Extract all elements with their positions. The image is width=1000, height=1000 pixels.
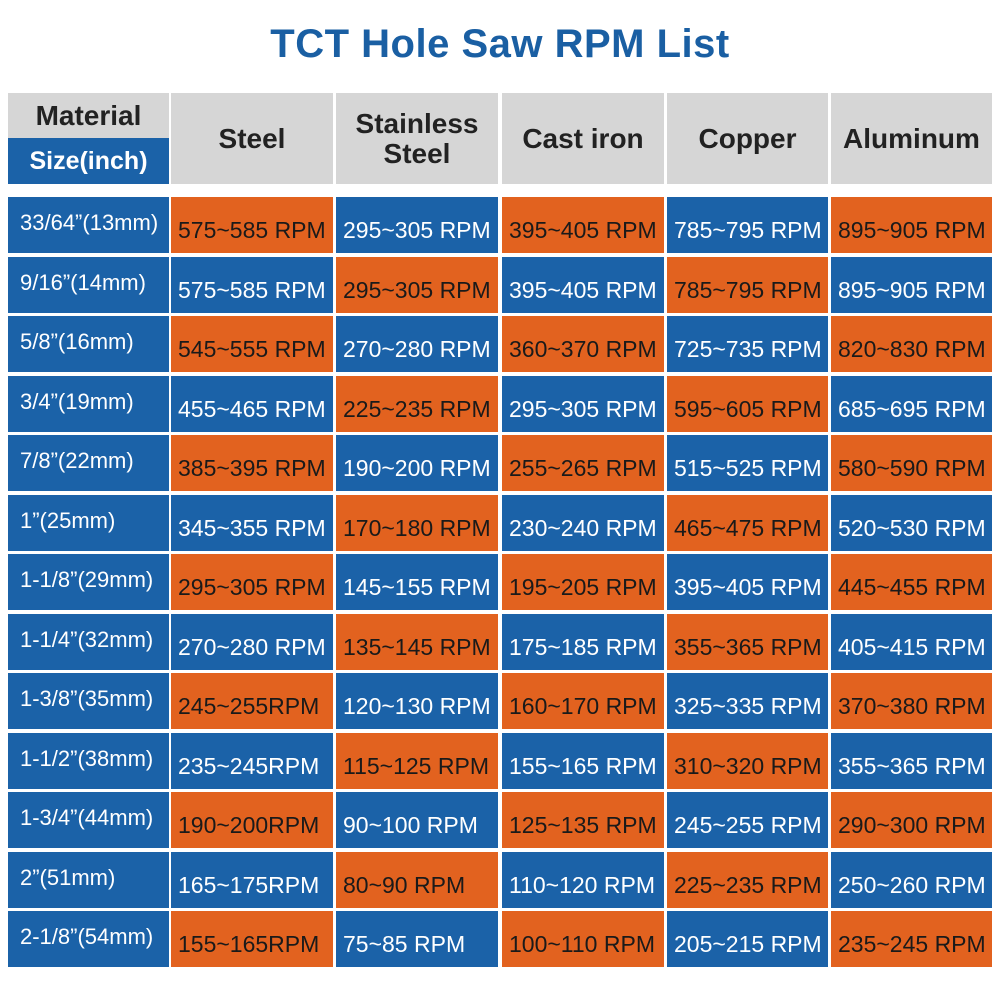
size-header: Size(inch): [8, 138, 169, 184]
column-header: Stainless Steel: [336, 93, 498, 184]
column-header-label: Aluminum: [843, 122, 980, 154]
rpm-cell: 295~305 RPM: [336, 197, 498, 253]
rpm-cell: 395~405 RPM: [502, 257, 664, 313]
column-header-label: Steel: [218, 122, 286, 154]
rpm-cell: 295~305 RPM: [171, 554, 333, 610]
rpm-cell: 100~110 RPM: [502, 911, 664, 967]
rpm-cell: 225~235 RPM: [667, 852, 828, 908]
rpm-cell: 370~380 RPM: [831, 673, 992, 729]
size-cell: 2”(51mm): [8, 852, 169, 908]
rpm-cell: 820~830 RPM: [831, 316, 992, 372]
size-cell: 3/4”(19mm): [8, 376, 169, 432]
rpm-cell: 165~175RPM: [171, 852, 333, 908]
column-header: Aluminum: [831, 93, 992, 184]
rpm-cell: 355~365 RPM: [831, 733, 992, 789]
rpm-cell: 255~265 RPM: [502, 435, 664, 491]
rpm-cell: 580~590 RPM: [831, 435, 992, 491]
material-header: Material: [8, 93, 169, 138]
size-cell: 1”(25mm): [8, 495, 169, 551]
size-cell: 1-1/8”(29mm): [8, 554, 169, 610]
rpm-cell: 75~85 RPM: [336, 911, 498, 967]
column-header: Steel: [171, 93, 333, 184]
rpm-cell: 250~260 RPM: [831, 852, 992, 908]
rpm-cell: 465~475 RPM: [667, 495, 828, 551]
rpm-cell: 545~555 RPM: [171, 316, 333, 372]
rpm-cell: 575~585 RPM: [171, 197, 333, 253]
rpm-cell: 155~165 RPM: [502, 733, 664, 789]
rpm-cell: 235~245 RPM: [831, 911, 992, 967]
rpm-cell: 725~735 RPM: [667, 316, 828, 372]
rpm-cell: 230~240 RPM: [502, 495, 664, 551]
rpm-cell: 110~120 RPM: [502, 852, 664, 908]
rpm-cell: 520~530 RPM: [831, 495, 992, 551]
rpm-cell: 785~795 RPM: [667, 197, 828, 253]
rpm-cell: 115~125 RPM: [336, 733, 498, 789]
rpm-cell: 575~585 RPM: [171, 257, 333, 313]
rpm-cell: 345~355 RPM: [171, 495, 333, 551]
size-cell: 1-1/4”(32mm): [8, 614, 169, 670]
rpm-cell: 515~525 RPM: [667, 435, 828, 491]
rpm-cell: 155~165RPM: [171, 911, 333, 967]
column-header-label: Cast iron: [522, 122, 644, 154]
rpm-cell: 295~305 RPM: [502, 376, 664, 432]
rpm-cell: 405~415 RPM: [831, 614, 992, 670]
rpm-cell: 455~465 RPM: [171, 376, 333, 432]
size-cell: 1-1/2”(38mm): [8, 733, 169, 789]
size-cell: 1-3/4”(44mm): [8, 792, 169, 848]
rpm-cell: 135~145 RPM: [336, 614, 498, 670]
size-cell: 2-1/8”(54mm): [8, 911, 169, 967]
rpm-cell: 895~905 RPM: [831, 257, 992, 313]
size-cell: 1-3/8”(35mm): [8, 673, 169, 729]
rpm-cell: 120~130 RPM: [336, 673, 498, 729]
rpm-cell: 310~320 RPM: [667, 733, 828, 789]
rpm-cell: 785~795 RPM: [667, 257, 828, 313]
rpm-cell: 205~215 RPM: [667, 911, 828, 967]
size-cell: 9/16”(14mm): [8, 257, 169, 313]
rpm-cell: 160~170 RPM: [502, 673, 664, 729]
rpm-cell: 195~205 RPM: [502, 554, 664, 610]
rpm-cell: 895~905 RPM: [831, 197, 992, 253]
column-header-label: Stainless Steel: [355, 107, 479, 169]
rpm-cell: 295~305 RPM: [336, 257, 498, 313]
rpm-cell: 685~695 RPM: [831, 376, 992, 432]
rpm-cell: 90~100 RPM: [336, 792, 498, 848]
rpm-cell: 175~185 RPM: [502, 614, 664, 670]
rpm-cell: 445~455 RPM: [831, 554, 992, 610]
column-header-label: Copper: [698, 122, 797, 154]
rpm-cell: 125~135 RPM: [502, 792, 664, 848]
rpm-cell: 235~245RPM: [171, 733, 333, 789]
rpm-cell: 395~405 RPM: [502, 197, 664, 253]
rpm-cell: 325~335 RPM: [667, 673, 828, 729]
rpm-cell: 385~395 RPM: [171, 435, 333, 491]
rpm-cell: 80~90 RPM: [336, 852, 498, 908]
rpm-cell: 170~180 RPM: [336, 495, 498, 551]
rpm-cell: 245~255RPM: [171, 673, 333, 729]
rpm-cell: 395~405 RPM: [667, 554, 828, 610]
column-header: Copper: [667, 93, 828, 184]
rpm-cell: 245~255 RPM: [667, 792, 828, 848]
rpm-cell: 190~200 RPM: [336, 435, 498, 491]
rpm-cell: 190~200RPM: [171, 792, 333, 848]
size-cell: 33/64”(13mm): [8, 197, 169, 253]
rpm-cell: 145~155 RPM: [336, 554, 498, 610]
rpm-cell: 270~280 RPM: [171, 614, 333, 670]
rpm-cell: 360~370 RPM: [502, 316, 664, 372]
rpm-cell: 270~280 RPM: [336, 316, 498, 372]
column-header: Cast iron: [502, 93, 664, 184]
page-title: TCT Hole Saw RPM List: [270, 22, 730, 66]
size-cell: 5/8”(16mm): [8, 316, 169, 372]
rpm-cell: 355~365 RPM: [667, 614, 828, 670]
rpm-cell: 290~300 RPM: [831, 792, 992, 848]
size-cell: 7/8”(22mm): [8, 435, 169, 491]
rpm-cell: 225~235 RPM: [336, 376, 498, 432]
rpm-cell: 595~605 RPM: [667, 376, 828, 432]
